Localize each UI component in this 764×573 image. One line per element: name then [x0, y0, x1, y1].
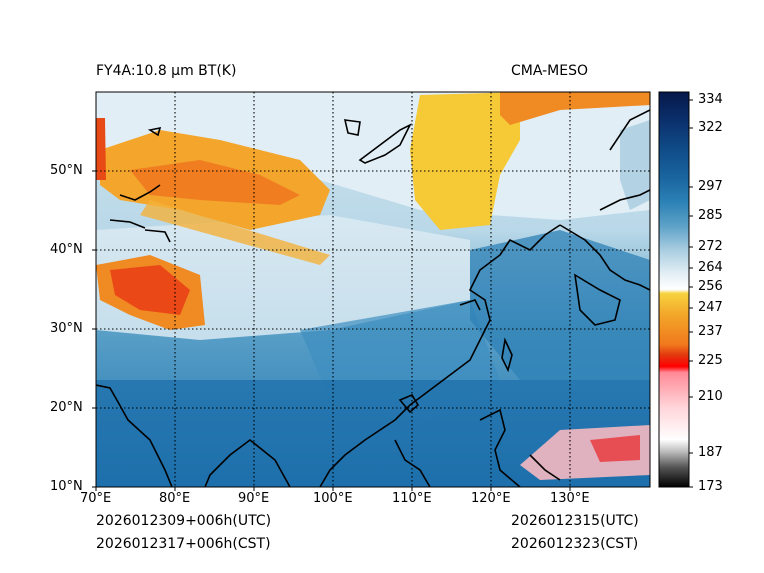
- lon-label-70: 70°E: [80, 491, 112, 506]
- cbar-label-225: 225: [698, 353, 723, 368]
- plot-title-left: FY4A:10.8 µm BT(K): [96, 63, 237, 79]
- valid-time-cst: 2026012323(CST): [511, 536, 639, 552]
- init-time-cst: 2026012317+006h(CST): [96, 536, 271, 552]
- colorbar-ticks: [689, 99, 693, 488]
- lon-label-120: 120°E: [471, 491, 511, 506]
- cbar-label-264: 264: [698, 260, 723, 275]
- map-frame: [95, 91, 651, 488]
- gridlines: [96, 92, 650, 487]
- lat-label-40: 40°N: [50, 242, 83, 257]
- colorbar-frame: [658, 91, 690, 488]
- lon-label-110: 110°E: [392, 491, 432, 506]
- colorbar-ramp: [659, 92, 689, 487]
- init-time-utc: 2026012309+006h(UTC): [96, 513, 272, 529]
- lon-label-80: 80°E: [159, 491, 191, 506]
- lat-label-10: 10°N: [50, 479, 83, 494]
- axis-ticks: [92, 170, 571, 491]
- cbar-label-187: 187: [698, 445, 723, 460]
- lat-label-20: 20°N: [50, 400, 83, 415]
- east-sea-zone: [470, 230, 650, 380]
- cbar-label-256: 256: [698, 279, 723, 294]
- lon-label-130: 130°E: [550, 491, 590, 506]
- cbar-label-237: 237: [698, 324, 723, 339]
- cloud-streak-northeast: [500, 92, 650, 125]
- tropical-ocean-zone: [96, 380, 650, 487]
- high-cloud-north: [410, 92, 520, 230]
- lon-label-100: 100°E: [313, 491, 353, 506]
- lon-label-90: 90°E: [238, 491, 270, 506]
- valid-time-utc: 2026012315(UTC): [511, 513, 639, 529]
- cbar-label-210: 210: [698, 389, 723, 404]
- cbar-label-272: 272: [698, 239, 723, 254]
- cbar-label-297: 297: [698, 179, 723, 194]
- cbar-label-247: 247: [698, 300, 723, 315]
- cbar-label-285: 285: [698, 208, 723, 223]
- cbar-label-334: 334: [698, 92, 723, 107]
- cbar-label-173: 173: [698, 479, 723, 494]
- cbar-label-322: 322: [698, 120, 723, 135]
- lat-label-50: 50°N: [50, 163, 83, 178]
- lat-label-30: 30°N: [50, 321, 83, 336]
- plot-title-right: CMA-MESO: [511, 63, 589, 79]
